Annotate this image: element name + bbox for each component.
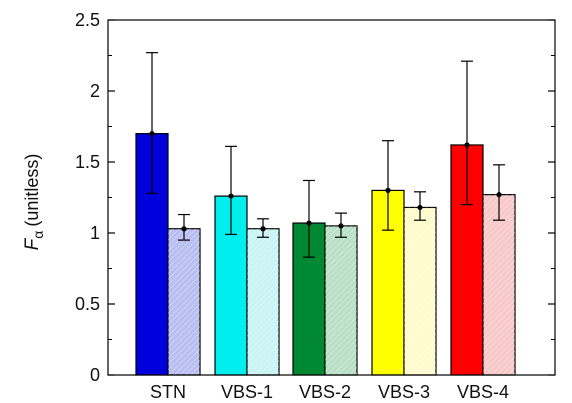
mean-marker — [338, 223, 344, 229]
y-tick-label: 2 — [90, 81, 100, 101]
y-tick-label: 2.5 — [75, 10, 100, 30]
x-tick-label-vbs-1: VBS-1 — [221, 382, 273, 402]
mean-marker — [464, 142, 470, 148]
y-axis-label-symbol: F — [22, 237, 43, 250]
mean-marker — [417, 204, 423, 211]
mean-marker — [306, 220, 312, 226]
x-tick-label-vbs-3: VBS-3 — [378, 382, 430, 402]
y-tick-label: 1.5 — [75, 152, 100, 172]
x-tick-label-vbs-4: VBS-4 — [457, 382, 509, 402]
mean-marker — [228, 193, 234, 199]
x-tick-label-vbs-2: VBS-2 — [299, 382, 351, 402]
mean-marker — [149, 131, 155, 137]
bar-hatch-vbs-1 — [247, 228, 279, 375]
bar-hatch-vbs-3 — [404, 207, 436, 375]
bar-hatch-vbs-2 — [325, 225, 357, 375]
x-tick-label-stn: STN — [150, 382, 186, 402]
y-axis-label-unit: (unitless) — [22, 154, 42, 227]
y-axis-label-subscript: α — [30, 231, 46, 239]
mean-marker — [181, 226, 187, 232]
bar-hatch-vbs-4 — [483, 194, 515, 375]
bar-hatch-stn — [168, 228, 200, 375]
mean-marker — [496, 192, 502, 198]
y-tick-label: 0 — [90, 365, 100, 385]
plot-area: STN VBS-1 VBS-2 VBS-3 VBS-4 0 0.5 1 1.5 2 2.5 — [75, 10, 556, 402]
y-tick-label: 1 — [90, 223, 100, 243]
y-tick-label: 0.5 — [75, 294, 100, 314]
mean-marker — [385, 187, 391, 193]
mean-marker — [260, 226, 266, 232]
y-axis-label: Fα (unitless) — [22, 154, 46, 251]
